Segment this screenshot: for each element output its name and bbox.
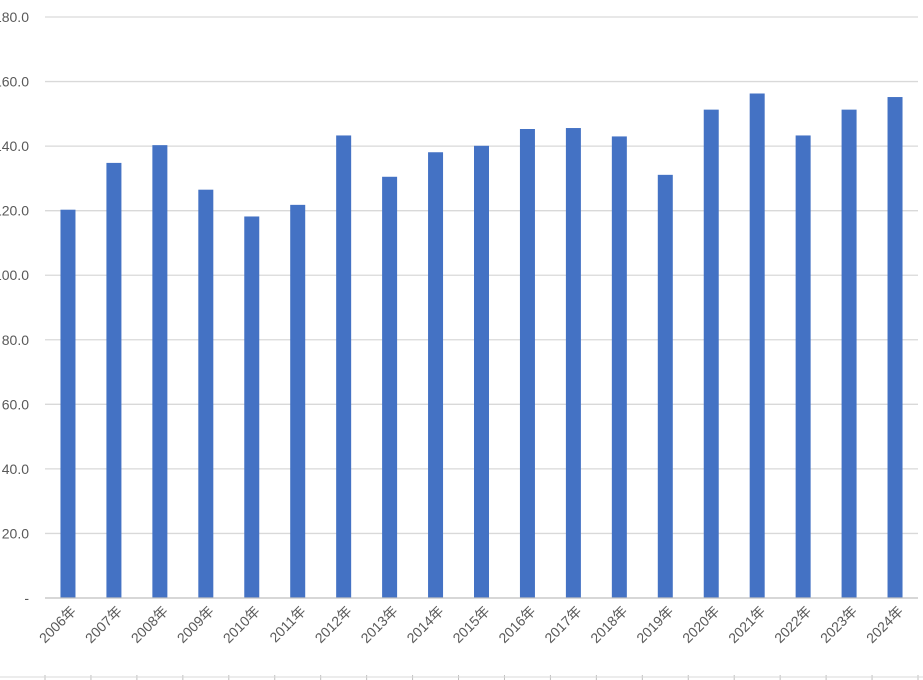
y-tick-label: 80.0 [2,332,29,348]
x-tick-label: 2013年 [357,603,400,646]
x-tick-label: 2019年 [633,603,676,646]
y-tick-label: 180.0 [0,9,29,25]
bar [290,204,306,598]
x-tick-label: 2018年 [587,603,630,646]
bar [382,176,398,598]
x-tick-label: 2007年 [82,603,125,646]
bar [60,209,76,598]
x-axis-tick-labels: 2006年 2007年 2008年 2009年 2010年 2011年 2012年 2013年… [36,603,906,646]
x-tick-label: 2014年 [403,603,446,646]
x-tick-label: 2006年 [36,603,79,646]
bar [611,136,627,598]
y-tick-label: 60.0 [2,396,29,412]
bar [152,145,168,599]
bar [703,109,719,599]
x-tick-label: 2016年 [495,603,538,646]
bar [749,93,765,598]
y-tick-label: 140.0 [0,138,29,154]
x-tick-label: 2021年 [725,603,768,646]
y-tick-label: 160.0 [0,74,29,90]
x-tick-label: 2008年 [128,603,171,646]
x-tick-label: 2024年 [863,603,906,646]
bar [841,109,857,599]
y-tick-label: 100.0 [0,267,29,283]
bar-series [60,93,903,599]
bar [795,135,811,598]
y-tick-label: 120.0 [0,203,29,219]
y-tick-label: - [24,590,29,606]
bar [474,145,489,598]
x-tick-label: 2022年 [771,603,814,646]
x-axis [0,597,923,680]
x-tick-label: 2023年 [817,603,860,646]
bar [198,189,214,599]
y-tick-label: 40.0 [2,461,29,477]
y-axis-tick-labels: - 20.0 40.0 60.0 80.0 100.0 120.0 140.0 160.0 180… [0,9,29,606]
x-tick-label: 2010年 [220,603,263,646]
x-tick-label: 2020年 [679,603,722,646]
bar [887,97,903,598]
bar [106,162,122,598]
x-tick-label: 2015年 [449,603,492,646]
bar [244,216,260,598]
x-tick-label: 2009年 [174,603,217,646]
bar [565,128,581,598]
bar [336,135,352,598]
x-tick-label: 2012年 [312,603,355,646]
bar [657,174,673,599]
bar [428,152,444,598]
y-tick-label: 20.0 [2,525,29,541]
x-tick-label: 2011年 [266,603,309,646]
bar [519,129,535,598]
x-tick-label: 2017年 [541,603,584,646]
